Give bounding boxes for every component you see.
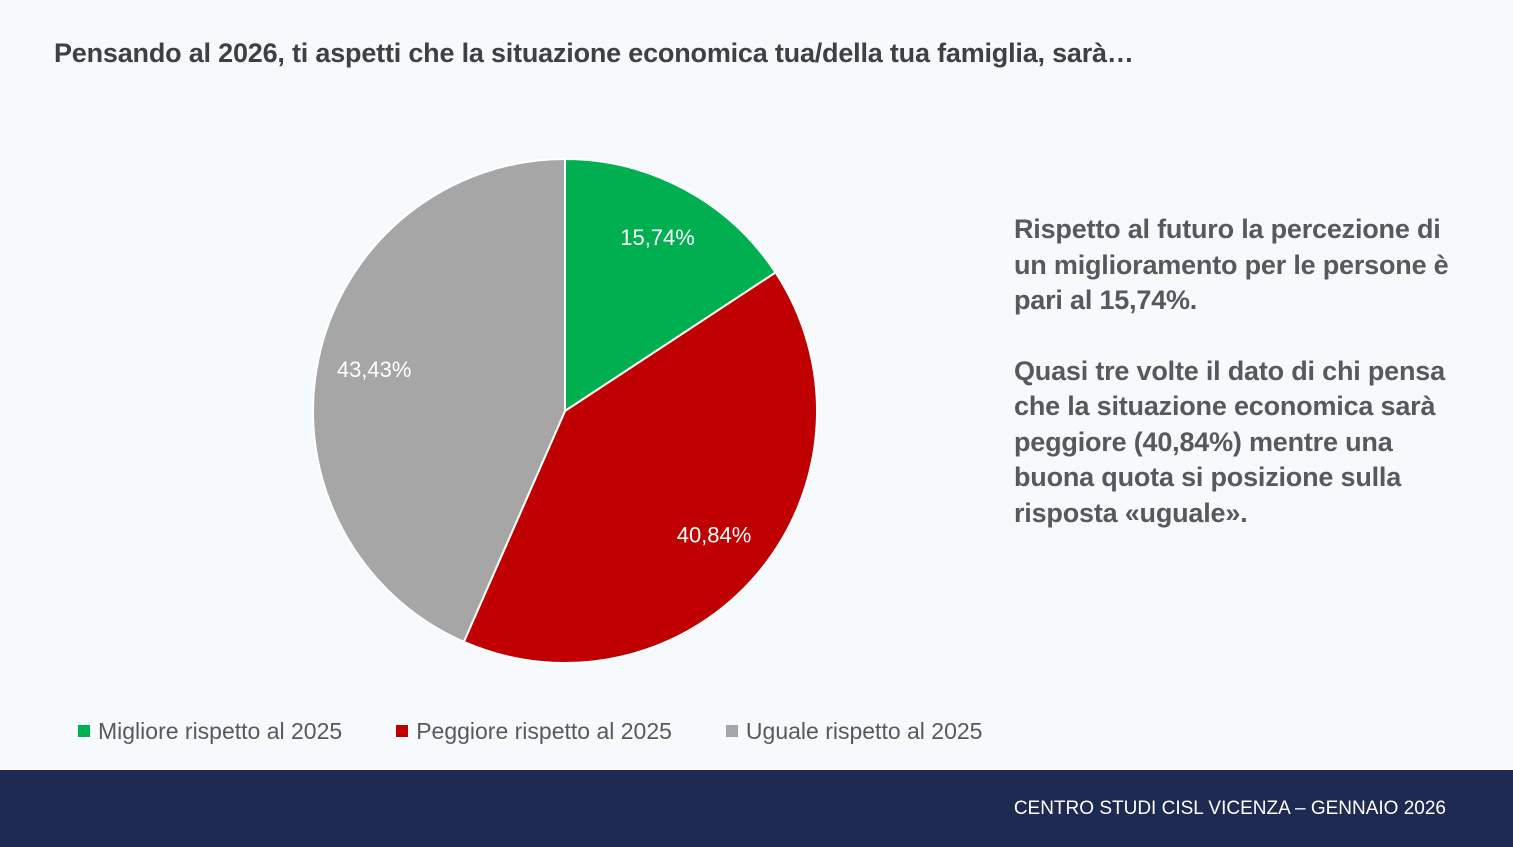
pie-slice-2	[462, 271, 818, 664]
legend-item-peggiore: Peggiore rispetto al 2025	[396, 718, 672, 745]
legend-swatch-migliore	[78, 725, 90, 737]
pie-slice-label-2: 40,84%	[677, 523, 752, 548]
legend-item-migliore: Migliore rispetto al 2025	[78, 718, 342, 745]
chart-legend: Migliore rispetto al 2025 Peggiore rispe…	[78, 715, 1036, 747]
pie-slice-3	[312, 158, 566, 643]
legend-swatch-uguale	[725, 725, 738, 737]
legend-swatch-peggiore	[396, 725, 409, 737]
commentary-text: Rispetto al futuro la percezione di un m…	[1014, 212, 1454, 531]
commentary-paragraph-2: Quasi tre volte il dato di chi pensa che…	[1014, 355, 1445, 528]
pie-slice-label-3: 43,43%	[337, 357, 412, 382]
page-title: Pensando al 2026, ti aspetti che la situ…	[54, 38, 1134, 68]
commentary-paragraph-1: Rispetto al futuro la percezione di un m…	[1014, 214, 1449, 315]
pie-slice-label-1: 15,74%	[620, 225, 695, 250]
pie-slice-1	[564, 158, 777, 412]
legend-label-migliore: Migliore rispetto al 2025	[98, 717, 343, 744]
legend-item-uguale: Uguale rispetto al 2025	[725, 717, 983, 745]
pie-chart: 15,74% 40,84% 43,43%	[312, 158, 818, 664]
legend-label-peggiore: Peggiore rispetto al 2025	[416, 717, 672, 744]
footer-bar: CENTRO STUDI CISL VICENZA – GENNAIO 2026	[0, 770, 1513, 847]
legend-label-uguale: Uguale rispetto al 2025	[745, 717, 983, 744]
footer-text: CENTRO STUDI CISL VICENZA – GENNAIO 2026	[1013, 798, 1446, 819]
